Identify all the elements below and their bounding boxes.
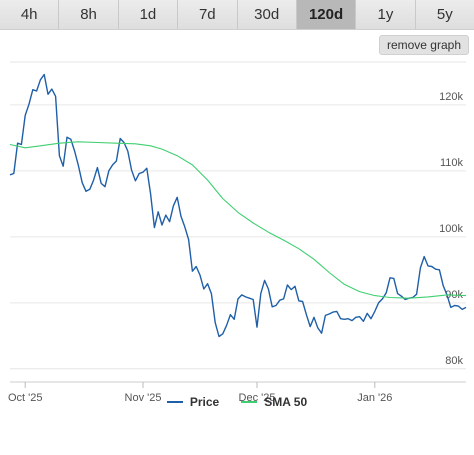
legend-item-price[interactable]: Price: [166, 395, 220, 409]
tab-1d[interactable]: 1d: [118, 0, 179, 29]
tab-8h[interactable]: 8h: [59, 0, 119, 29]
tab-30d[interactable]: 30d: [237, 0, 297, 29]
tab-4h[interactable]: 4h: [0, 0, 60, 29]
sma-50-line: [9, 141, 467, 299]
legend-label-price: Price: [189, 395, 220, 409]
chart-legend: Price SMA 50: [0, 392, 474, 412]
tab-120d[interactable]: 120d: [296, 0, 357, 29]
y-tick-label-80k: 80k: [445, 355, 463, 367]
x-tick-label-1: Nov '25: [125, 392, 162, 404]
timeframe-tabs: 4h 8h 1d 7d 30d 120d 1y 5y: [0, 0, 474, 30]
y-tick-label-120k: 120k: [439, 91, 463, 103]
y-tick-label-110k: 110k: [440, 157, 464, 169]
remove-graph-button[interactable]: remove graph: [378, 35, 469, 55]
x-tick-label-0: Oct '25: [8, 392, 43, 404]
price-line: [9, 73, 467, 338]
price-swatch: [166, 401, 183, 403]
tab-1y[interactable]: 1y: [356, 0, 416, 29]
y-tick-label-100k: 100k: [439, 223, 463, 235]
sma-swatch: [241, 401, 258, 403]
tab-7d[interactable]: 7d: [178, 0, 238, 29]
legend-label-sma: SMA 50: [264, 395, 308, 409]
x-tick-label-3: Jan '26: [357, 392, 392, 404]
legend-item-sma[interactable]: SMA 50: [241, 395, 307, 409]
tab-5y[interactable]: 5y: [415, 0, 474, 29]
